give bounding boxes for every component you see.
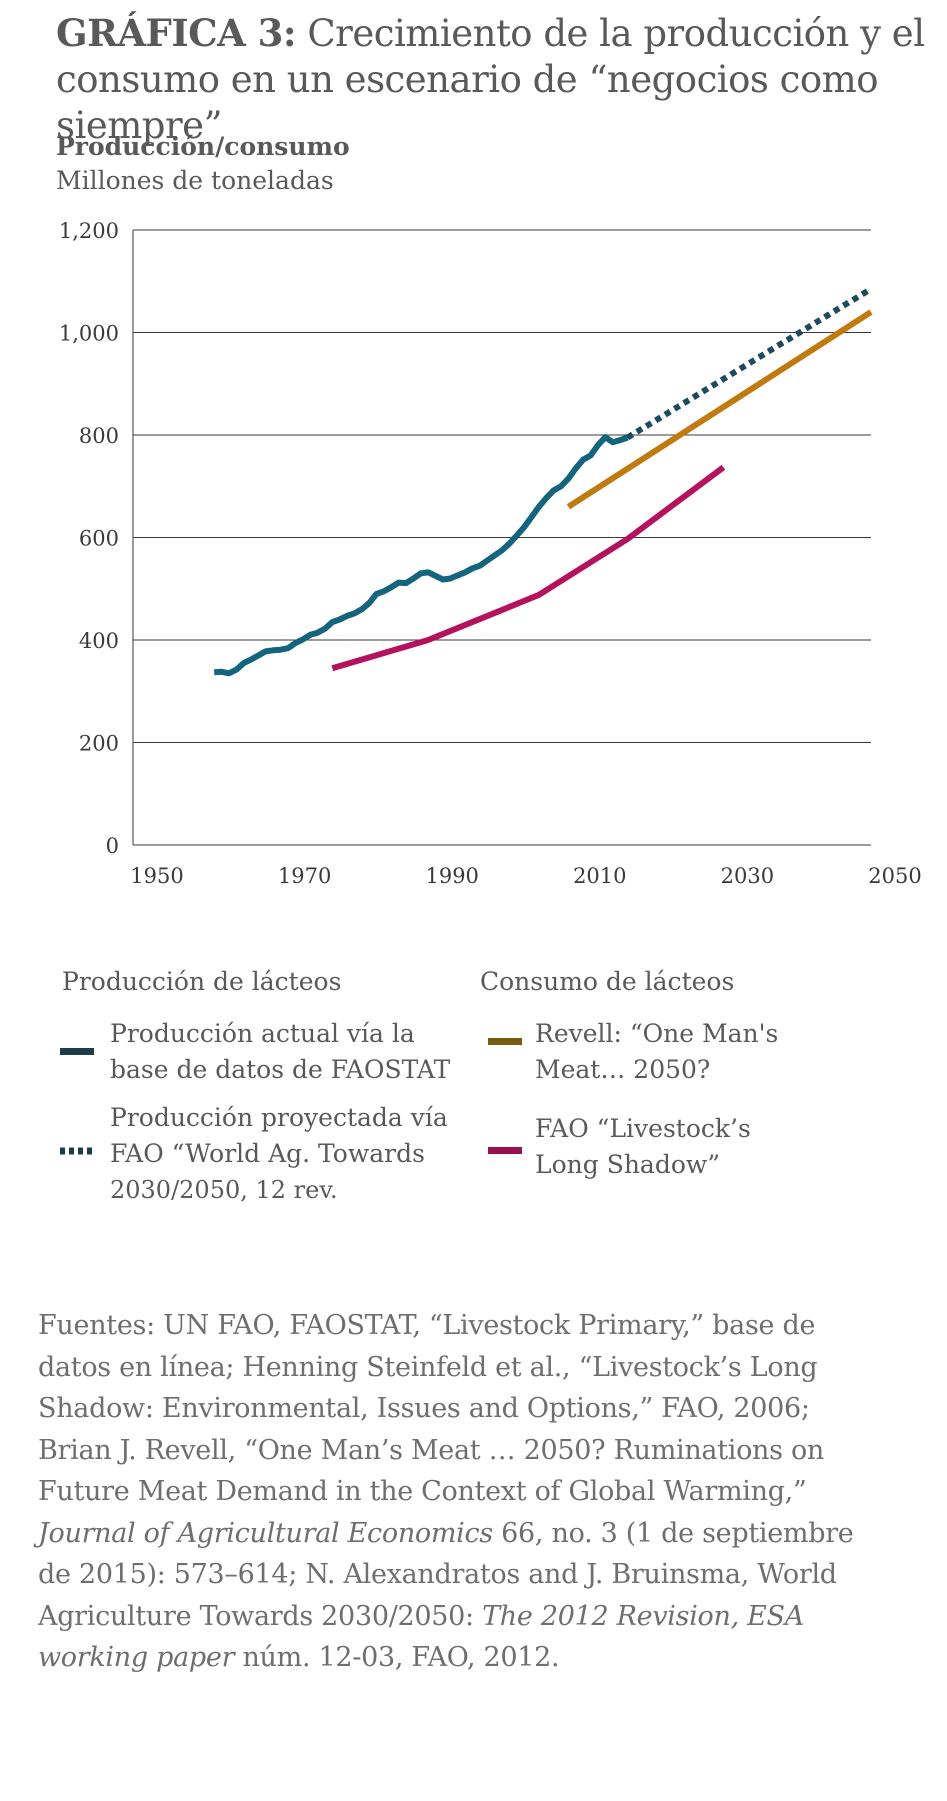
- legend-swatch-revell: [488, 1038, 522, 1045]
- legend-item-projected: Producción proyectada vía FAO “World Ag.…: [110, 1100, 448, 1208]
- legend-swatch-projected: [60, 1147, 96, 1155]
- legend-actual-line1: Producción actual vía la: [110, 1019, 415, 1048]
- legend-actual-line2: base de datos de FAOSTAT: [110, 1055, 451, 1084]
- chart-title: GRÁFICA 3: Crecimiento de la producción …: [56, 10, 936, 149]
- x-tick-label: 2050: [868, 864, 921, 888]
- x-tick-label: 2030: [721, 864, 774, 888]
- sources-report-title: The 2012 Revision, ESA: [482, 1600, 804, 1632]
- y-tick-label: 400: [79, 629, 119, 653]
- series-actual-production: [213, 434, 629, 677]
- y-tick-label: 1,000: [59, 322, 119, 346]
- x-tick-label: 1950: [130, 864, 183, 888]
- legend-item-fao: FAO “Livestock’s Long Shadow”: [535, 1111, 751, 1183]
- y-tick-label: 200: [79, 732, 119, 756]
- legend-item-actual: Producción actual vía la base de datos d…: [110, 1016, 450, 1088]
- sources-line-plain: Agriculture Towards 2030/2050:: [38, 1600, 483, 1632]
- series-lines: [213, 286, 873, 677]
- sources-line: Future Meat Demand in the Context of Glo…: [38, 1476, 807, 1507]
- legend-fao-line1: FAO “Livestock’s: [535, 1114, 751, 1143]
- y-axis-title-unit: Millones de toneladas: [56, 166, 334, 195]
- sources-line: de 2015): 573–614; N. Alexandratos and J…: [38, 1559, 837, 1590]
- y-axis-title-main: Producción/consumo: [56, 132, 350, 161]
- legend-fao-line2: Long Shadow”: [535, 1150, 721, 1179]
- grid-lines: [132, 229, 871, 846]
- sources-line-rest: núm. 12-03, FAO, 2012.: [234, 1642, 560, 1673]
- sources-line: Agriculture Towards 2030/2050: The 2012 …: [38, 1596, 918, 1638]
- y-tick-label: 800: [79, 424, 119, 448]
- legend-heading-consumption: Consumo de lácteos: [480, 967, 735, 996]
- legend-swatch-actual: [60, 1048, 94, 1055]
- chart-title-lead: GRÁFICA 3:: [56, 11, 297, 55]
- series-fao-livestock: [331, 464, 726, 672]
- sources-line: working paper núm. 12-03, FAO, 2012.: [38, 1637, 918, 1679]
- legend-projected-line2: FAO “World Ag. Towards: [110, 1139, 425, 1168]
- sources-line: Shadow: Environmental, Issues and Option…: [38, 1393, 810, 1424]
- y-axis-title: Producción/consumo Millones de toneladas: [56, 130, 350, 198]
- x-tick-label: 2010: [573, 864, 626, 888]
- sources-note: Fuentes: UN FAO, FAOSTAT, “Livestock Pri…: [38, 1305, 918, 1679]
- legend-projected-line1: Producción proyectada vía: [110, 1103, 448, 1132]
- x-tick-label: 1990: [425, 864, 478, 888]
- x-tick-labels: 1950 1970 1990 2010 2030 2050: [130, 864, 921, 888]
- line-chart: 0 200 400 600 800 1,000 1,200 1950 1970 1990 2010…: [59, 219, 922, 888]
- x-tick-label: 1970: [278, 864, 331, 888]
- y-tick-label: 1,200: [59, 219, 119, 243]
- legend-swatch-fao: [488, 1147, 522, 1154]
- y-tick-labels: 0 200 400 600 800 1,000 1,200: [59, 219, 119, 858]
- legend-projected-line3: 2030/2050, 12 rev.: [110, 1176, 338, 1204]
- sources-journal: Journal of Agricultural Economics: [38, 1517, 493, 1549]
- sources-line: Journal of Agricultural Economics 66, no…: [38, 1513, 918, 1555]
- sources-line: datos en línea; Henning Steinfeld et al.…: [38, 1351, 818, 1383]
- sources-line-rest: 66, no. 3 (1 de septiembre: [492, 1517, 854, 1549]
- legend-revell-line2: Meat… 2050?: [535, 1055, 711, 1084]
- legend-heading-production: Producción de lácteos: [62, 967, 342, 996]
- chart-title-text: Crecimiento de la producción y el consum…: [56, 12, 925, 147]
- sources-working-paper: working paper: [38, 1642, 235, 1673]
- series-revell: [566, 309, 873, 510]
- sources-line: Fuentes: UN FAO, FAOSTAT, “Livestock Pri…: [38, 1310, 816, 1341]
- legend-item-revell: Revell: “One Man's Meat… 2050?: [535, 1016, 778, 1088]
- sources-line: Brian J. Revell, “One Man’s Meat … 2050?…: [38, 1434, 825, 1466]
- y-tick-label: 0: [106, 834, 119, 858]
- y-tick-label: 600: [79, 527, 119, 551]
- series-projected-production: [625, 286, 873, 441]
- legend-revell-line1: Revell: “One Man's: [535, 1019, 779, 1048]
